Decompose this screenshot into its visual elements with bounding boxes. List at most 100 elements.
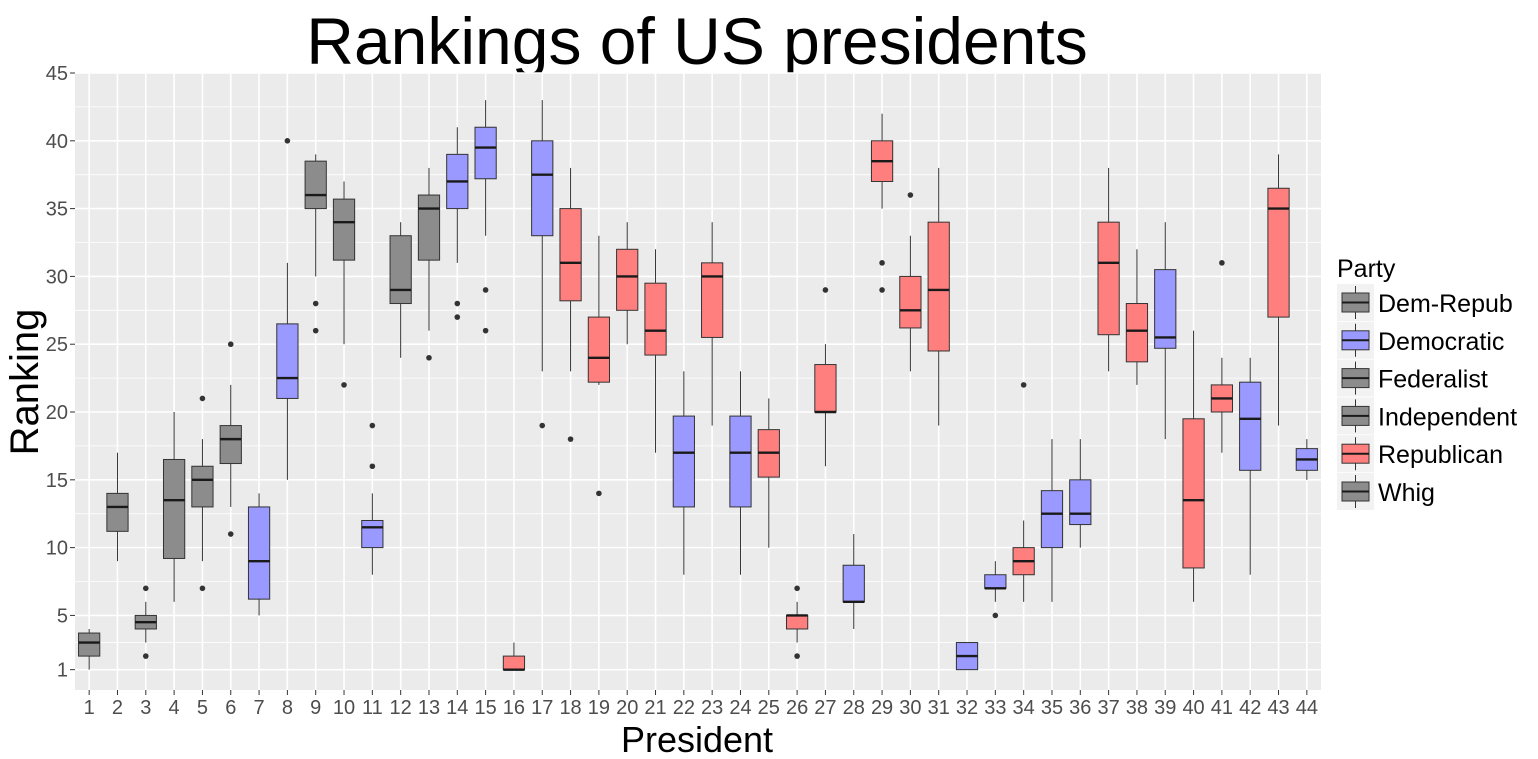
outlier-point (199, 395, 206, 402)
x-tick-label: 27 (814, 697, 836, 719)
box-iqr (474, 126, 497, 180)
box-iqr (191, 465, 214, 508)
legend-item: Whig (1337, 473, 1435, 510)
y-axis-title: Ranking (3, 309, 47, 456)
box-president-20 (616, 222, 639, 345)
x-tick-label: 8 (282, 697, 293, 719)
outlier-point (879, 287, 885, 293)
legend-label: Federalist (1378, 366, 1488, 394)
x-tick-label: 28 (843, 697, 865, 719)
x-tick-label: 2 (112, 697, 123, 719)
outlier-point (312, 327, 319, 334)
y-tick-label: 40 (46, 131, 68, 153)
x-tick-label: 10 (333, 697, 355, 719)
x-tick-label: 4 (169, 697, 180, 719)
box-iqr (644, 282, 667, 356)
box-iqr (1239, 381, 1262, 471)
box-president-21 (644, 249, 667, 453)
x-tick-label: 44 (1296, 697, 1318, 719)
legend: Party Dem-Repub Democratic Federalist Indep… (1337, 255, 1517, 510)
outlier-point (794, 585, 800, 592)
box-iqr (389, 235, 412, 305)
x-tick-label: 34 (1013, 697, 1035, 719)
box-president-41 (1210, 260, 1234, 453)
box-president-18 (559, 167, 582, 442)
box-president-28 (842, 534, 865, 629)
box-president-11 (361, 422, 384, 575)
x-tick-label: 40 (1182, 697, 1204, 719)
box-iqr (276, 323, 299, 399)
legend-label: Dem-Repub (1378, 290, 1513, 318)
legend-item: Independent (1337, 397, 1517, 435)
box-president-27 (814, 287, 837, 467)
outlier-point (227, 341, 234, 348)
x-tick-label: 26 (786, 697, 808, 719)
box-iqr (559, 208, 582, 302)
x-tick-label: 6 (225, 697, 236, 719)
x-axis-title: President (621, 719, 773, 759)
box-president-2 (106, 452, 129, 562)
outlier-point (879, 260, 885, 266)
box-president-4 (162, 412, 186, 602)
box-president-30 (899, 192, 922, 372)
box-president-19 (587, 235, 611, 497)
chart-title: Rankings of US presidents (306, 4, 1087, 78)
legend-label: Independent (1378, 403, 1517, 431)
x-tick-label: 19 (588, 697, 610, 719)
legend-label: Democratic (1378, 328, 1504, 356)
box-iqr (247, 506, 271, 600)
box-president-42 (1239, 357, 1262, 575)
box-president-25 (757, 398, 780, 548)
box-president-16 (502, 642, 526, 671)
box-president-6 (219, 341, 242, 537)
outlier-point (142, 585, 149, 592)
box-president-15 (474, 100, 497, 334)
legend-label: Republican (1378, 441, 1503, 469)
x-tick-label: 30 (899, 697, 921, 719)
grid-lines (75, 72, 1321, 690)
box-president-29 (870, 113, 894, 293)
x-tick-label: 3 (140, 697, 151, 719)
x-tick-label: 18 (559, 697, 581, 719)
box-iqr (1125, 303, 1149, 363)
outlier-point (369, 422, 376, 429)
outlier-point (539, 422, 546, 429)
y-tick-label: 35 (46, 199, 68, 221)
box-iqr (1097, 221, 1120, 336)
box-president-12 (389, 222, 412, 358)
box-president-23 (701, 222, 724, 426)
box-iqr (106, 492, 129, 532)
y-tick-label: 10 (46, 538, 68, 560)
outlier-point (567, 436, 574, 442)
x-tick-label: 9 (310, 697, 321, 719)
x-tick-label: 1 (84, 697, 95, 719)
x-tick-label: 41 (1211, 697, 1233, 719)
x-axis-ticks: 1 2 3 4 5 6 7 8 9 10 11 12 13 14 15 16 17 18 19 20 21 22 23 24 2… (84, 690, 1318, 719)
box-iqr (701, 262, 724, 338)
box-president-22 (672, 371, 695, 575)
box-president-5 (191, 395, 214, 592)
outlier-point (369, 463, 376, 470)
box-president-44 (1295, 439, 1318, 480)
box-president-17 (531, 100, 554, 429)
box-president-24 (729, 371, 752, 575)
box-iqr (531, 140, 554, 237)
x-tick-label: 42 (1239, 697, 1261, 719)
box-iqr (1267, 187, 1290, 318)
box-iqr (219, 425, 242, 465)
box-president-7 (247, 493, 271, 616)
x-tick-label: 20 (616, 697, 638, 719)
box-iqr (332, 198, 356, 261)
outlier-point (822, 287, 829, 293)
box-iqr (417, 194, 441, 261)
y-tick-label: 1 (57, 660, 68, 682)
y-tick-label: 20 (46, 402, 68, 424)
legend-item: Republican (1337, 435, 1503, 473)
box-iqr (927, 221, 950, 352)
x-tick-label: 16 (503, 697, 525, 719)
box-president-37 (1097, 167, 1120, 372)
box-iqr (162, 458, 186, 559)
box-president-38 (1125, 249, 1149, 385)
